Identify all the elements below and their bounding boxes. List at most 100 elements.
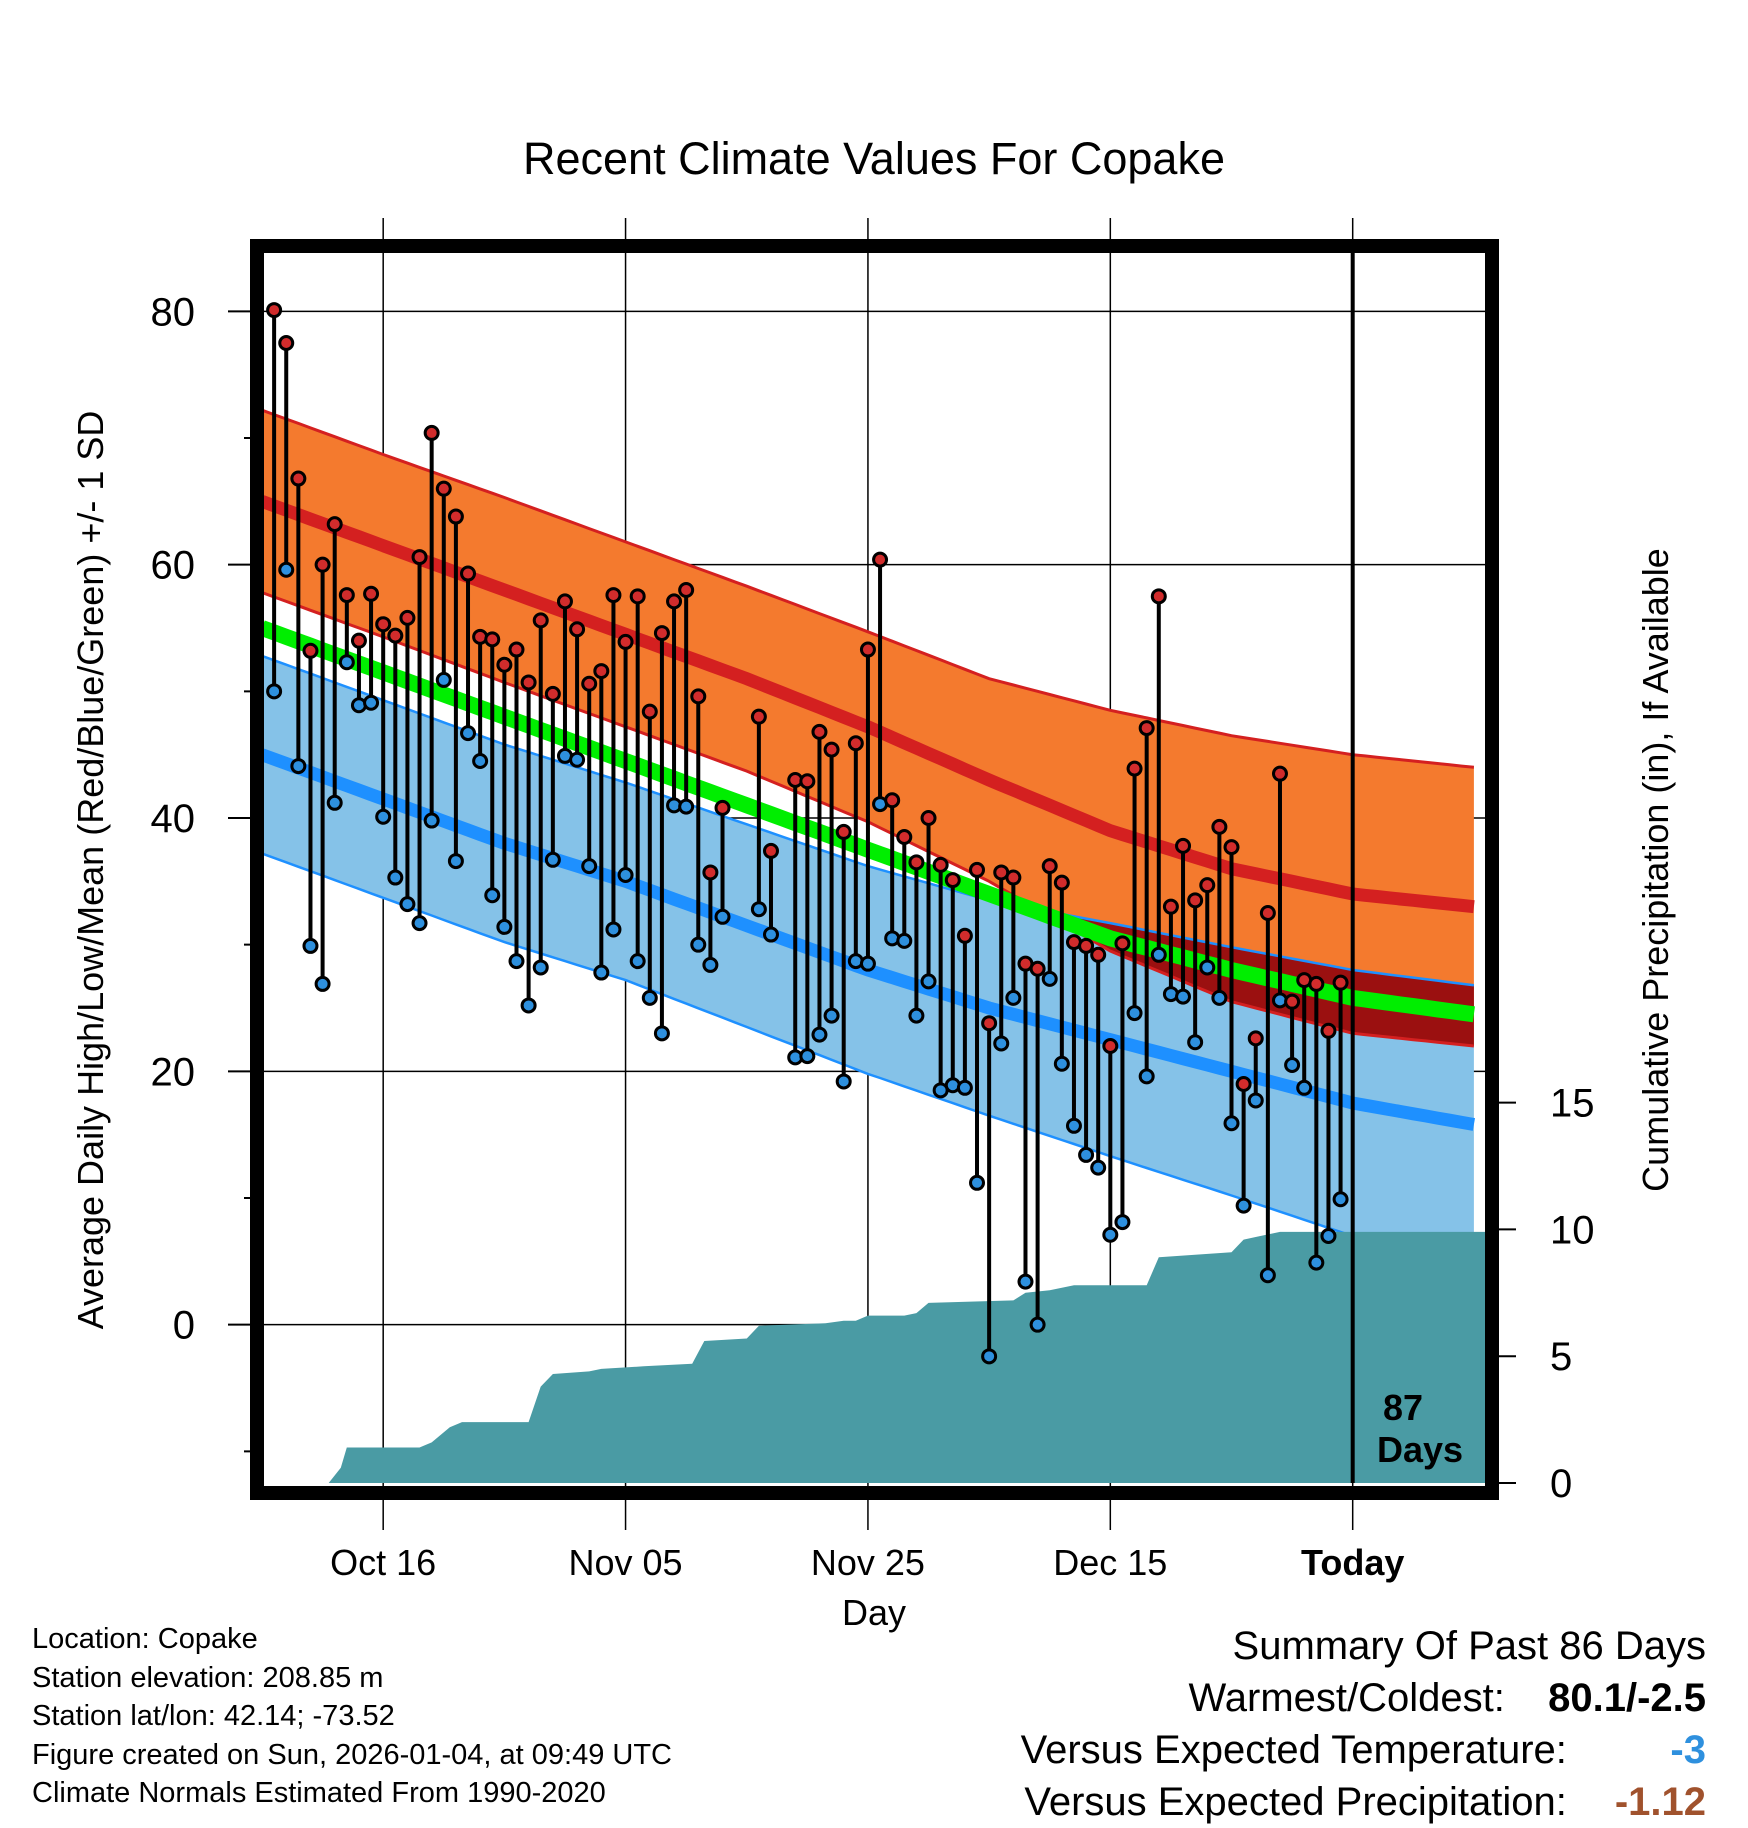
obs-low-point [581, 858, 598, 875]
chart-title: Recent Climate Values For Copake [523, 133, 1225, 184]
obs-low-point [1308, 1254, 1325, 1271]
obs-high-point [1308, 975, 1325, 992]
obs-low-point [569, 751, 586, 768]
obs-low-point [1284, 1057, 1301, 1073]
obs-high-point [799, 773, 816, 790]
y-axis-label: Average Daily High/Low/Mean (Red/Blue/Gr… [70, 411, 111, 1330]
x-axis-label: Day [842, 1592, 906, 1633]
obs-low-point [326, 794, 343, 811]
obs-low-point [387, 869, 404, 886]
obs-low-point [1138, 1068, 1155, 1085]
obs-low-point [447, 853, 464, 870]
obs-high-point [447, 508, 464, 525]
obs-high-point [387, 627, 404, 644]
obs-high-point [290, 470, 307, 487]
y2-tick-label: 5 [1550, 1335, 1572, 1379]
summary-panel: Summary Of Past 86 Days Warmest/Coldest:… [1021, 1620, 1706, 1828]
obs-high-point [932, 856, 949, 873]
obs-low-point [508, 953, 525, 970]
obs-low-point [1053, 1055, 1070, 1072]
obs-low-point [859, 955, 876, 972]
obs-high-point [1175, 837, 1192, 854]
obs-high-point [1102, 1038, 1119, 1054]
y-tick-label: 80 [151, 290, 196, 334]
obs-low-point [423, 812, 440, 829]
obs-low-point [1017, 1273, 1034, 1290]
obs-low-point [544, 851, 561, 868]
created-text: Figure created on Sun, 2026-01-04, at 09… [32, 1738, 672, 1771]
precip-area [262, 1231, 1486, 1483]
x-tick-label: Nov 05 [569, 1542, 683, 1583]
obs-low-point [1211, 989, 1228, 1006]
obs-high-point [762, 842, 779, 859]
y2-tick-label: 0 [1550, 1462, 1572, 1506]
obs-high-point [1284, 993, 1301, 1010]
today-days-label: Days [1377, 1429, 1463, 1470]
obs-high-point [338, 587, 355, 604]
obs-low-point [1259, 1267, 1276, 1284]
obs-low-point [896, 932, 913, 949]
obs-high-point [617, 633, 634, 650]
obs-low-point [1005, 989, 1022, 1006]
obs-high-point [544, 685, 561, 702]
obs-high-point [666, 593, 683, 610]
obs-low-point [1235, 1197, 1252, 1214]
obs-low-point [617, 867, 634, 883]
obs-high-point [1126, 760, 1143, 777]
obs-high-point [1187, 892, 1204, 909]
obs-high-point [569, 621, 586, 638]
summary-warmest-row: Warmest/Coldest: 80.1/-2.5 [1021, 1672, 1707, 1724]
obs-high-point [314, 556, 331, 573]
summary-precip-row: Versus Expected Precipitation: -1.12 [1021, 1776, 1706, 1828]
obs-low-point [1332, 1191, 1349, 1208]
obs-high-point [1029, 960, 1046, 977]
obs-high-point [884, 792, 901, 809]
today-day-count: 87 [1383, 1387, 1423, 1428]
obs-low-point [605, 921, 622, 938]
obs-high-point [1247, 1030, 1264, 1047]
obs-low-point [714, 908, 731, 925]
obs-high-point [399, 609, 416, 626]
obs-high-point [1090, 946, 1107, 963]
latlon-text: Station lat/lon: 42.14; -73.52 [32, 1700, 395, 1732]
obs-high-point [1150, 588, 1167, 605]
temp-label: Versus Expected Temperature: [1020, 1728, 1567, 1772]
obs-high-point [1332, 974, 1349, 991]
obs-low-point [435, 671, 452, 688]
obs-low-point [678, 798, 695, 815]
obs-low-point [1223, 1115, 1240, 1132]
y-tick-label: 20 [151, 1050, 196, 1094]
obs-high-point [641, 703, 658, 720]
obs-high-point [375, 616, 392, 633]
obs-high-point [593, 663, 610, 680]
obs-high-point [326, 516, 343, 533]
obs-high-point [1223, 839, 1240, 856]
obs-high-point [956, 927, 973, 944]
obs-high-point [969, 861, 986, 878]
obs-low-point [484, 887, 501, 904]
obs-low-point [302, 937, 319, 954]
obs-high-point [859, 641, 876, 658]
obs-low-point [1150, 946, 1167, 963]
obs-high-point [1235, 1076, 1252, 1092]
y2-axis-label: Cumulative Precipitation (in), If Availa… [1635, 548, 1676, 1192]
obs-high-point [581, 675, 598, 692]
obs-high-point [823, 741, 840, 758]
x-tick-label: Today [1301, 1542, 1404, 1583]
obs-low-point [969, 1174, 986, 1191]
obs-low-point [338, 654, 355, 671]
obs-low-point [629, 953, 646, 970]
elevation-text: Station elevation: 208.85 m [32, 1661, 384, 1694]
plot-frame [250, 239, 1499, 1500]
obs-low-point [823, 1007, 840, 1024]
obs-low-point [690, 936, 707, 953]
obs-low-point [472, 753, 489, 769]
obs-high-point [278, 335, 295, 351]
obs-high-point [702, 864, 719, 881]
obs-high-point [690, 688, 707, 705]
obs-low-point [1065, 1117, 1082, 1134]
obs-low-point [1175, 988, 1192, 1005]
high-band-upper-edge [262, 408, 1475, 769]
obs-high-point [532, 612, 549, 629]
